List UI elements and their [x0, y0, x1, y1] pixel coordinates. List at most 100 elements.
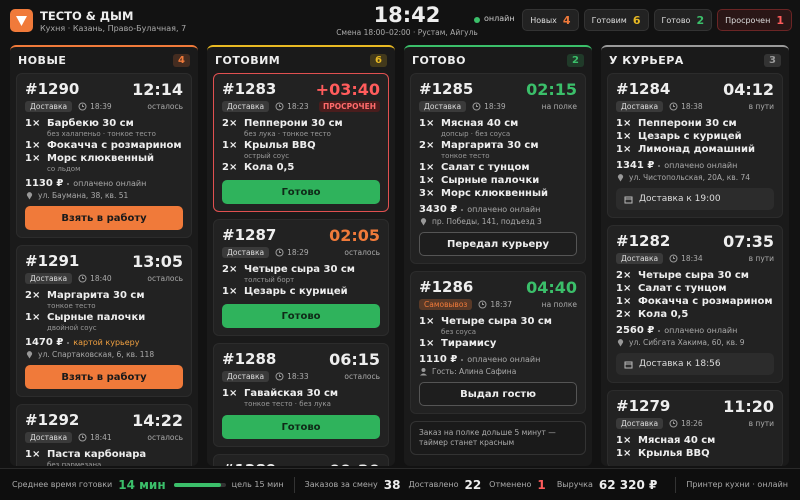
column-title: ГОТОВО	[412, 53, 466, 67]
item: 1× Сырные палочки	[419, 174, 577, 187]
order-card[interactable]: #1286 04:40 Самовывоз 18:37 на полке 1× Четыре…	[410, 271, 586, 414]
order-card[interactable]: #1292 14:22 Доставка 18:41 осталось 1× Паста к…	[16, 404, 192, 466]
item-name: Мясная 40 см	[638, 435, 716, 446]
address-text: ул. Спартаковская, 6, кв. 118	[38, 350, 155, 359]
order-card[interactable]: #1290 12:14 Доставка 18:39 осталось 1× Барбекю…	[16, 73, 192, 238]
order-meta: Доставка 18:29 осталось	[222, 245, 380, 260]
item-note: без халапеньо · тонкое тесто	[47, 130, 156, 138]
counter-label: Новых	[530, 15, 557, 25]
item-body: Морс клюквенный со льдом	[47, 152, 154, 174]
placed-time: 18:41	[78, 433, 112, 442]
order-id: #1287	[222, 226, 277, 244]
counter-label: Готовим	[591, 15, 627, 25]
address-text: ул. Сибгата Хакима, 60, кв. 9	[629, 338, 745, 347]
item-body: Тирамису	[441, 337, 496, 350]
item: 2× Кола 0,5	[616, 308, 774, 321]
order-total: 1130 ₽ оплачено онлайн	[25, 178, 183, 189]
order-meta: Доставка 18:26 в пути	[616, 416, 774, 431]
item: 1× Салат с тунцом	[616, 282, 774, 295]
logo	[10, 9, 33, 32]
order-total: 2560 ₽ оплачено онлайн	[616, 325, 774, 336]
address-text: ул. Баумана, 38, кв. 51	[38, 191, 129, 200]
item-name: Сырные палочки	[441, 175, 540, 186]
item-name: Тирамису	[441, 338, 497, 349]
order-id: #1288	[222, 350, 277, 368]
order-card[interactable]: #1279 11:20 Доставка 18:26 в пути 1× Мясная 40…	[607, 390, 783, 466]
item-body: Салат с тунцом	[638, 282, 727, 295]
item-qty: 1×	[616, 435, 632, 446]
item-qty: 1×	[419, 175, 435, 186]
action-button[interactable]: Готово	[222, 180, 380, 204]
goal: цель 15 мин	[231, 480, 284, 489]
guest: Гость: Алина Сафина	[419, 367, 577, 376]
counter[interactable]: Новых 4	[522, 9, 579, 31]
action-button[interactable]: Выдал гостю	[419, 382, 577, 406]
order-id: #1291	[25, 252, 80, 270]
clock-icon	[669, 102, 678, 111]
order-timer: 02:15	[526, 79, 577, 99]
action-button[interactable]: Взять в работу	[25, 206, 183, 230]
pin-icon	[617, 339, 624, 347]
item-qty: 1×	[25, 312, 41, 323]
payment: оплачено онлайн	[467, 355, 541, 364]
cancelled-value: 1	[537, 477, 546, 492]
order-card[interactable]: #1291 13:05 Доставка 18:40 осталось 2× Маргари…	[16, 245, 192, 397]
counter[interactable]: Просрочен 1	[717, 9, 792, 31]
order-card[interactable]: #1285 02:15 Доставка 18:39 на полке 1× Мясная …	[410, 73, 586, 264]
item-name: Мясная 40 см	[441, 118, 519, 129]
action-button[interactable]: Готово	[222, 415, 380, 439]
counter[interactable]: Готово 2	[653, 9, 713, 31]
item: 2× Кола 0,5	[222, 161, 380, 174]
status-text: онлайн	[484, 14, 515, 23]
item-name: Фокачча с розмарином	[638, 296, 773, 307]
order-card[interactable]: #1288 06:15 Доставка 18:33 осталось 1× Гавайск…	[213, 343, 389, 447]
order-card[interactable]: #1283 +03:40 Доставка 18:23 ПРОСРОЧЕН 2× Пеппе…	[213, 73, 389, 212]
item-note: тонкое тесто	[47, 302, 96, 310]
item: 1× Гавайская 30 см тонкое тесто · без лука	[222, 387, 380, 409]
order-card[interactable]: #1287 02:05 Доставка 18:29 осталось 2× Четыре …	[213, 219, 389, 336]
delivery-by-text: Доставка к 18:56	[639, 359, 721, 369]
meta-left: Доставка 18:26	[616, 418, 703, 429]
order-type: Доставка	[616, 253, 664, 264]
counter-count: 1	[776, 13, 784, 27]
item-qty: 2×	[222, 264, 238, 275]
placed-time: 18:34	[669, 254, 703, 263]
action-button[interactable]: Взять в работу	[25, 365, 183, 389]
separator	[67, 341, 70, 344]
timer-label: в пути	[748, 254, 774, 263]
order-timer: 11:20	[723, 396, 774, 416]
order-type: Самовывоз	[419, 299, 473, 310]
order-card[interactable]: #1282 07:35 Доставка 18:34 в пути 2× Четыре сы…	[607, 225, 783, 383]
action-button[interactable]: Готово	[222, 304, 380, 328]
action-button[interactable]: Передал курьеру	[419, 232, 577, 256]
order-meta: Доставка 18:39 на полке	[419, 99, 577, 114]
order-head: #1289 09:30	[222, 460, 380, 467]
order-card[interactable]: #128909:30Доставка18:36осталось	[213, 454, 389, 466]
item: 2× Четыре сыра 30 см толстый борт	[222, 263, 380, 285]
total-value: 1130 ₽	[25, 178, 64, 189]
placed-text: 18:39	[90, 102, 112, 111]
item-note: толстый борт	[244, 276, 295, 284]
item-name: Гавайская 30 см	[244, 388, 339, 399]
box-icon	[624, 196, 633, 203]
item-body: Четыре сыра 30 см без соуса	[441, 315, 552, 337]
item-note: тонкое тесто	[441, 152, 490, 160]
item-qty: 2×	[419, 140, 435, 151]
placed-text: 18:37	[490, 300, 513, 309]
item: 1× Салат с тунцом	[419, 161, 577, 174]
clock-icon	[669, 419, 678, 428]
item-name: Сырные палочки	[47, 312, 146, 323]
column-count: 2	[567, 53, 584, 67]
address-text: пр. Победы, 141, подъезд 3	[432, 217, 542, 226]
order-id: #1279	[616, 397, 671, 415]
clock-icon	[78, 433, 87, 442]
item-name: Цезарь с курицей	[244, 286, 348, 297]
order-card[interactable]: #1284 04:12 Доставка 18:38 в пути 1× Пепперони…	[607, 73, 783, 218]
item-name: Четыре сыра 30 см	[441, 316, 552, 327]
item-name: Морс клюквенный	[47, 153, 154, 164]
counter[interactable]: Готовим 6	[583, 9, 649, 31]
order-type: Доставка	[222, 247, 270, 258]
item-name: Кола 0,5	[638, 309, 689, 320]
box-icon	[624, 361, 633, 368]
